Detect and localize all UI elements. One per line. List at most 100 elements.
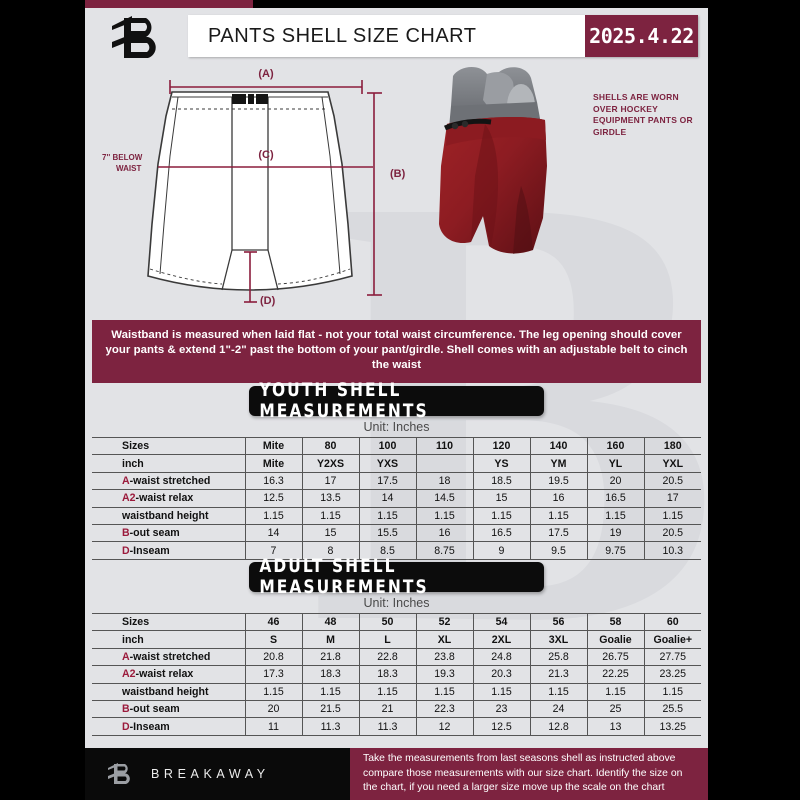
table-cell: 18 [416,471,474,491]
table-cell: 16 [416,523,474,543]
table-row: B-out seam 14 15 15.5 16 16.5 17.5 19 20.5 [92,523,701,543]
table-cell: 120 [473,436,531,456]
table-cell: 12.5 [245,489,303,508]
table-cell: 12.5 [473,717,531,736]
table-cell: 15 [473,489,531,508]
table-cell: 46 [245,612,303,632]
table-cell: 1.15 [245,682,303,701]
title-bar: PANTS SHELL SIZE CHART 2025.4.22 [188,15,698,57]
table-cell: 54 [473,612,531,632]
adult-section: ADULT SHELL MEASUREMENTS Unit: Inches Si… [85,556,708,736]
table-cell: 27.75 [644,647,701,667]
table-cell: 8 [302,541,360,560]
table-cell: 1.15 [359,682,417,701]
brand-wordmark: BREAKAWAY [151,767,270,781]
row-label-prefix: A2 [122,492,136,505]
table-row: inch S M L XL 2XL 3XL Goalie Goalie+ [92,630,701,649]
row-label-prefix: D [122,544,130,557]
table-row: B-out seam 20 21.5 21 22.3 23 24 25 25.5 [92,699,701,719]
page-title: PANTS SHELL SIZE CHART [208,24,477,47]
table-cell: YM [530,454,588,473]
table-cell: YXL [644,454,701,473]
table-cell: 140 [530,436,588,456]
footer-brand: BREAKAWAY [85,748,350,800]
table-row: A-waist stretched 16.3 17 17.5 18 18.5 19.5 20 2… [92,471,701,491]
table-cell: Goalie+ [644,630,701,649]
table-cell: YL [587,454,645,473]
table-cell: 8.75 [416,541,474,560]
measurement-instructions-banner: Waistband is measured when laid flat - n… [92,320,701,383]
table-cell: 19.3 [416,665,474,684]
table-cell: 3XL [530,630,588,649]
table-cell: Mite [245,454,303,473]
table-cell: 1.15 [416,506,474,525]
table-cell: 56 [530,612,588,632]
row-label: waistband height [92,506,246,525]
table-cell: Goalie [587,630,645,649]
table-cell: 25.8 [530,647,588,667]
table-cell: 16.3 [245,471,303,491]
table-cell: 24.8 [473,647,531,667]
table-cell: 1.15 [359,506,417,525]
photo-note: SHELLS ARE WORN OVER HOCKEY EQUIPMENT PA… [593,92,693,137]
table-cell: 21.8 [302,647,360,667]
product-photo [425,66,605,311]
table-row: Sizes 46 48 50 52 54 56 58 60 [92,612,701,632]
youth-heading-text: YOUTH SHELL MEASUREMENTS [259,380,429,422]
table-cell: 18.5 [473,471,531,491]
table-cell: 13.5 [302,489,360,508]
row-label: D-Inseam [92,541,246,560]
table-cell: 60 [644,612,701,632]
table-cell: 7 [245,541,303,560]
table-cell: 1.15 [473,506,531,525]
table-cell: 21.5 [302,699,360,719]
table-row: Sizes Mite 80 100 110 120 140 160 180 [92,436,701,456]
row-label: inch [92,454,246,473]
table-cell: 14.5 [416,489,474,508]
table-cell [416,454,474,473]
label-d: (D) [260,295,276,307]
below-waist-note-line1: 7'' BELOW [102,153,143,162]
row-label: A2-waist relax [92,489,246,508]
table-row: waistband height 1.15 1.15 1.15 1.15 1.15 1.15… [92,682,701,701]
row-label: Sizes [92,436,246,456]
table-cell: 17 [302,471,360,491]
table-cell: 23.8 [416,647,474,667]
top-strip-black [253,0,708,8]
table-cell: 16.5 [587,489,645,508]
table-row: A2-waist relax 17.3 18.3 18.3 19.3 20.3 21.3 22… [92,665,701,684]
youth-measurements-table: Sizes Mite 80 100 110 120 140 160 180 inch Mite Y2X… [92,436,701,560]
table-cell: Y2XS [302,454,360,473]
table-cell: 18.3 [302,665,360,684]
table-cell: 1.15 [302,682,360,701]
table-cell: 20.5 [644,523,701,543]
table-cell: 19.5 [530,471,588,491]
table-cell: 20.5 [644,471,701,491]
table-cell: 18.3 [359,665,417,684]
table-cell: 15 [302,523,360,543]
table-cell: Mite [245,436,303,456]
row-label: B-out seam [92,523,246,543]
table-cell: 9.5 [530,541,588,560]
row-label-prefix: A [122,474,130,487]
adult-section-heading: ADULT SHELL MEASUREMENTS [249,556,544,598]
table-row: A2-waist relax 12.5 13.5 14 14.5 15 16 16.5 17 [92,489,701,508]
table-cell: 20 [245,699,303,719]
table-cell: 16 [530,489,588,508]
table-cell: 12.8 [530,717,588,736]
shorts-technical-drawing: (A) (B) (C) 7'' BELOW WAIST (D) [102,68,406,307]
table-cell: 11.3 [359,717,417,736]
table-cell: YS [473,454,531,473]
table-cell: 17.3 [245,665,303,684]
row-label: waistband height [92,682,246,701]
row-label: A2-waist relax [92,665,246,684]
row-label-prefix: D [122,720,130,733]
table-cell: 24 [530,699,588,719]
label-a: (A) [258,68,274,80]
row-label: inch [92,630,246,649]
table-cell: 20.8 [245,647,303,667]
adult-unit-label: Unit: Inches [363,596,430,610]
table-cell: 110 [416,436,474,456]
below-waist-note-line2: WAIST [116,164,141,173]
content-sheet: B PANTS SHELL SIZE CHART 2025.4.22 [85,0,708,800]
